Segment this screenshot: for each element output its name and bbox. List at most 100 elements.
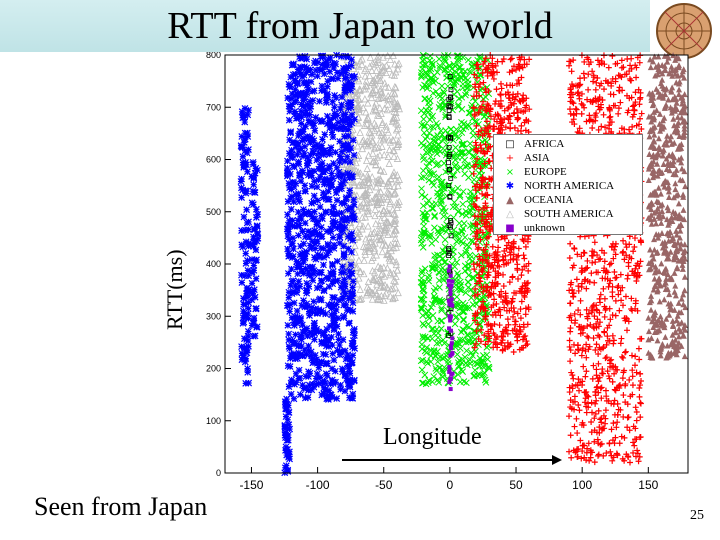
- data-point: [666, 69, 673, 76]
- data-point: [318, 215, 326, 223]
- data-point: [245, 146, 252, 153]
- data-point: [324, 301, 332, 309]
- data-point: [352, 61, 360, 69]
- data-point: [284, 245, 292, 253]
- data-point: [648, 97, 655, 104]
- data-point: [341, 223, 349, 231]
- data-point: [238, 279, 246, 286]
- data-point: [678, 154, 685, 161]
- data-point: [377, 166, 385, 174]
- data-point: [652, 63, 659, 70]
- data-point: [676, 78, 683, 85]
- data-point: [372, 66, 380, 74]
- data-point: [374, 55, 382, 63]
- data-point: [371, 126, 379, 134]
- data-point: [356, 295, 365, 303]
- data-point: [285, 116, 293, 124]
- data-point: [374, 58, 382, 66]
- data-point: [671, 288, 678, 295]
- data-point: [392, 243, 401, 251]
- data-point: [386, 270, 395, 279]
- data-point: [362, 108, 370, 116]
- data-point: [681, 125, 688, 132]
- data-point: [342, 116, 350, 124]
- data-point: [677, 245, 684, 252]
- data-point: [346, 162, 355, 170]
- data-point: [354, 142, 362, 150]
- data-point: [363, 119, 371, 128]
- data-point: [240, 162, 248, 170]
- data-point: [380, 104, 389, 112]
- data-point: [647, 246, 654, 253]
- data-point: [305, 233, 313, 241]
- data-point: [360, 177, 368, 186]
- data-point: [680, 66, 687, 73]
- data-point: [380, 226, 388, 234]
- data-point: [285, 179, 293, 187]
- data-point: [389, 52, 397, 59]
- data-point: [389, 136, 398, 145]
- data-point: [238, 227, 245, 235]
- data-point: [389, 104, 398, 112]
- data-point: [356, 285, 364, 293]
- data-point: [648, 292, 655, 299]
- data-point: [243, 219, 251, 227]
- data-point: [653, 328, 660, 335]
- data-point: [678, 141, 685, 148]
- data-point: [655, 135, 662, 142]
- data-point: [383, 250, 391, 259]
- data-point: [333, 185, 341, 193]
- data-point: [329, 234, 337, 242]
- data-point: [667, 104, 674, 111]
- data-point: [350, 196, 358, 204]
- data-point: [305, 269, 313, 277]
- data-point: [660, 161, 667, 168]
- data-point: [380, 272, 389, 280]
- data-point: [334, 74, 342, 82]
- data-point: [352, 158, 360, 167]
- data-point: [670, 323, 677, 330]
- data-point: [242, 355, 250, 362]
- data-point: [375, 209, 383, 217]
- data-point: [338, 215, 346, 223]
- data-point: [311, 227, 319, 235]
- data-point: [368, 157, 377, 166]
- data-point: [372, 219, 380, 228]
- data-point: [661, 183, 668, 190]
- data-point: [382, 61, 391, 69]
- data-point: [334, 314, 342, 322]
- data-point: [655, 276, 662, 283]
- data-point: [675, 156, 682, 163]
- data-point: [308, 386, 316, 394]
- data-point: [318, 159, 326, 167]
- data-point: [347, 86, 354, 94]
- data-point: [349, 284, 356, 291]
- data-point: [300, 149, 308, 157]
- data-point: [377, 216, 385, 224]
- data-point: [244, 133, 252, 140]
- data-point: [355, 202, 364, 211]
- data-point: [338, 365, 346, 373]
- data-point: [672, 56, 679, 63]
- data-point: [393, 239, 402, 247]
- data-point: [394, 120, 402, 128]
- data-point: [681, 117, 688, 124]
- data-point: [653, 85, 660, 92]
- data-point: [653, 220, 660, 227]
- data-point: [319, 135, 326, 143]
- data-point: [376, 151, 384, 159]
- data-point: [676, 133, 683, 140]
- data-point: [385, 145, 394, 154]
- data-point: [659, 340, 666, 347]
- data-point: [351, 332, 358, 339]
- data-point: [681, 122, 688, 129]
- data-point: [681, 353, 688, 360]
- data-point: [676, 64, 683, 71]
- data-point: [654, 248, 661, 255]
- data-point: [331, 367, 339, 375]
- data-point: [386, 138, 394, 146]
- data-point: [243, 161, 250, 169]
- data-point: [670, 115, 677, 122]
- data-point: [294, 208, 302, 216]
- data-point: [309, 359, 317, 367]
